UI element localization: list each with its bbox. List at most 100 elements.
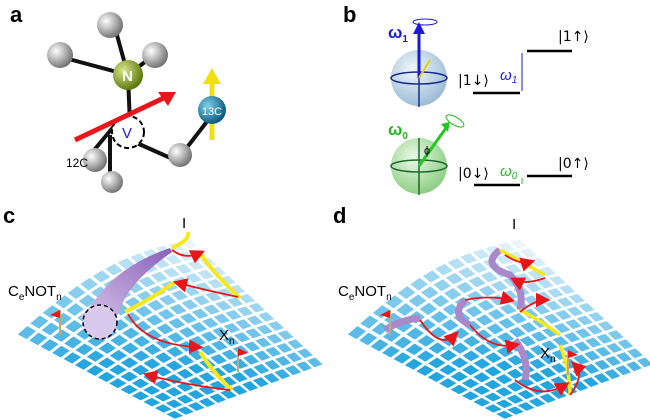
grid-tile — [627, 348, 643, 359]
grid-tile — [495, 374, 513, 385]
grid-tile — [382, 329, 401, 342]
grid-tile — [98, 342, 117, 354]
level-1-up: |1↑⟩ — [558, 29, 589, 45]
grid-tile — [287, 339, 304, 350]
grid-tile — [154, 379, 172, 390]
carbon12-label: 12C — [66, 156, 88, 170]
grid-tile — [132, 350, 150, 362]
grid-tile — [277, 330, 294, 340]
omega0-transition: ω0 — [500, 163, 518, 182]
panel-label-c: c — [3, 203, 15, 228]
grid-tile — [474, 329, 492, 341]
grid-tile — [166, 410, 184, 419]
grid-tile — [406, 327, 424, 340]
grid-tile — [197, 269, 214, 280]
grid-tile — [248, 302, 265, 313]
grid-tile — [408, 294, 427, 308]
grid-tile — [506, 382, 524, 392]
grid-tile — [517, 377, 535, 387]
grid-tile — [451, 342, 469, 354]
grid-tile — [422, 270, 441, 283]
carbon13-atom — [198, 96, 226, 124]
grid-tile — [556, 297, 574, 307]
grid-tile — [552, 336, 569, 347]
grid-tile — [78, 294, 97, 308]
grid-tile — [383, 312, 402, 326]
grid-tile — [238, 293, 255, 304]
grid-tile — [155, 352, 172, 363]
grid-tile — [157, 308, 175, 320]
grid-tile — [221, 349, 239, 360]
grid-tile — [607, 330, 624, 340]
grid-tile — [244, 341, 261, 352]
grid-tile — [529, 257, 547, 267]
grid-tile — [359, 332, 378, 346]
grid-tile — [486, 323, 504, 335]
grid-tile — [347, 326, 366, 340]
grid-tile — [165, 387, 183, 397]
grid-tile — [530, 331, 548, 342]
grid-tile — [255, 337, 272, 348]
panel-c: c I CeNOTn Xn — [3, 203, 323, 419]
grid-tile — [209, 393, 226, 403]
grid-tile — [417, 334, 435, 347]
grid-tile — [474, 343, 492, 355]
grid-tile — [562, 345, 580, 356]
grid-tile — [187, 377, 205, 387]
hydrogen-atom — [101, 171, 123, 193]
grid-tile — [550, 363, 568, 374]
grid-tile — [235, 319, 252, 330]
grid-tile — [497, 242, 515, 252]
grid-tile — [542, 327, 559, 338]
grid-tile — [165, 254, 183, 265]
grid-tile — [181, 299, 199, 310]
grid-tile — [473, 372, 491, 383]
grid-tile — [416, 350, 435, 362]
grid-tile — [231, 385, 248, 395]
grid-tile — [595, 346, 612, 357]
grid-tile — [75, 343, 94, 356]
grid-tile — [187, 402, 205, 411]
grid-tile — [67, 286, 86, 300]
grid-tile — [263, 373, 280, 384]
grid-tile — [528, 397, 546, 407]
grid-tile — [506, 368, 524, 379]
grid-tile — [138, 276, 156, 288]
grid-tile — [429, 326, 447, 339]
grid-tile — [582, 377, 599, 388]
hydrogen-atom — [142, 42, 168, 68]
grid-tile — [496, 410, 514, 419]
grid-tile — [517, 389, 535, 400]
grid-tile — [578, 302, 595, 313]
grid-tile — [167, 332, 185, 344]
grid-tile — [171, 290, 189, 301]
grid-tile — [86, 365, 104, 376]
grid-tile — [266, 333, 283, 344]
panel-label-b: b — [343, 2, 356, 27]
grid-tile — [575, 328, 592, 339]
grid-tile — [576, 315, 593, 326]
grid-tile — [615, 365, 632, 376]
grid-tile — [473, 397, 491, 407]
grid-tile — [296, 361, 312, 372]
grid-tile — [555, 309, 572, 320]
grid-tile — [297, 348, 313, 359]
grid-tile — [193, 295, 211, 306]
energy-levels — [473, 49, 572, 187]
grid-tile — [306, 357, 323, 368]
grid-tile — [267, 321, 284, 331]
level-1-down: |1↓⟩ — [458, 73, 489, 89]
grid-tile — [190, 322, 208, 333]
grid-tile — [450, 384, 468, 395]
grid-tile — [450, 357, 469, 369]
grid-tile — [372, 305, 391, 319]
grid-tile — [360, 315, 379, 329]
omega1-label: ω1 — [388, 23, 408, 45]
grid-tile — [553, 322, 571, 334]
grid-tile — [207, 278, 224, 289]
grid-tile — [452, 327, 470, 340]
omega0-label: ω0 — [388, 120, 408, 142]
grid-tile — [470, 262, 488, 274]
grid-tile — [147, 299, 165, 312]
grid-tile — [540, 354, 557, 365]
